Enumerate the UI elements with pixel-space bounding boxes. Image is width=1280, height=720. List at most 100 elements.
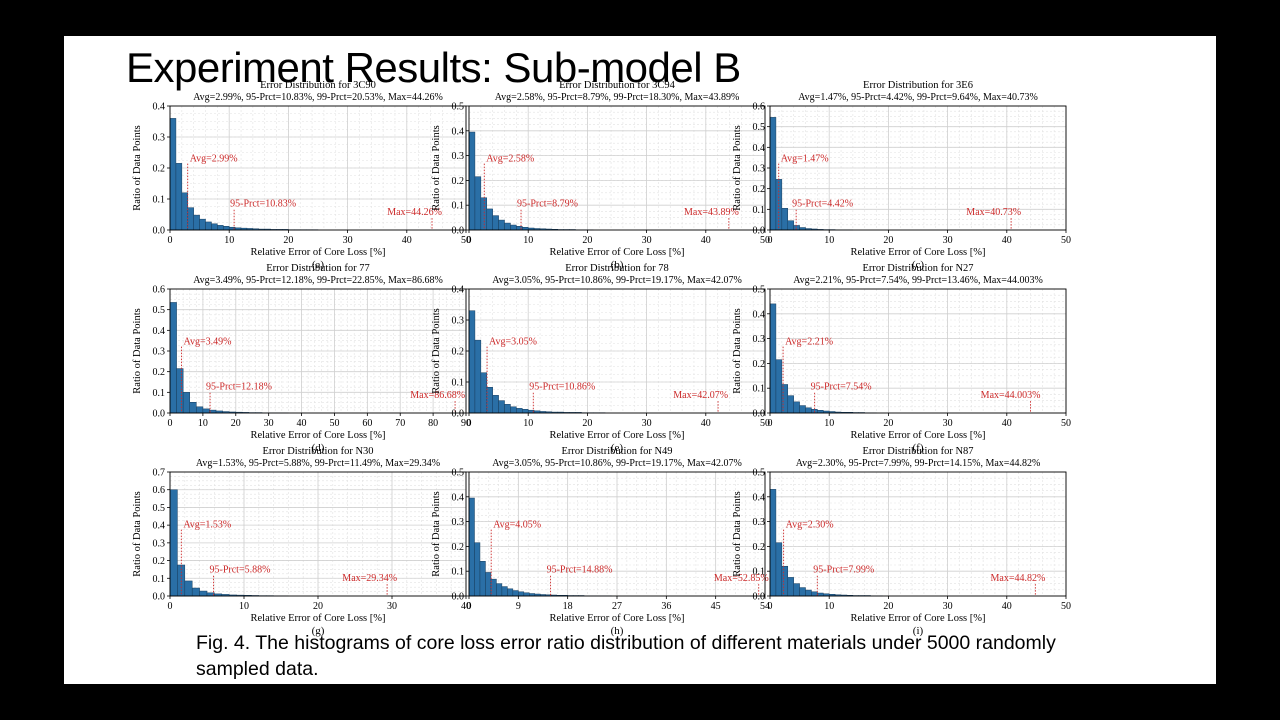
annotation-label: 95-Prct=7.54%: [811, 382, 872, 393]
y-tick-label: 0.2: [153, 556, 166, 567]
histogram-bar: [518, 591, 525, 597]
y-tick-label: 0.0: [153, 592, 166, 603]
x-tick-label: 0: [467, 601, 472, 612]
histogram-bar: [504, 222, 511, 231]
x-tick-label: 0: [168, 601, 173, 612]
x-tick-label: 30: [387, 601, 397, 612]
x-axis-label: Relative Error of Core Loss [%]: [550, 430, 685, 441]
annotation-label: Avg=3.05%: [489, 337, 537, 348]
histogram-bar: [175, 163, 183, 231]
histogram-bar: [775, 359, 783, 414]
y-tick-label: 0.5: [153, 305, 166, 316]
x-tick-label: 10: [523, 418, 533, 429]
histogram-bar: [182, 392, 190, 414]
x-axis-label: Relative Error of Core Loss [%]: [851, 430, 986, 441]
y-tick-label: 0.6: [153, 285, 166, 296]
histogram-bar: [193, 214, 200, 231]
histogram-bar: [485, 572, 492, 597]
annotation-label: 95-Prct=12.18%: [206, 382, 272, 393]
annotation-label: Avg=3.49%: [183, 337, 231, 348]
chart-title: Error Distribution for 78: [565, 263, 669, 274]
histogram-bar: [769, 489, 777, 597]
plot-frame: [769, 471, 1067, 597]
y-tick-label: 0.6: [153, 485, 166, 496]
x-tick-label: 40: [297, 418, 307, 429]
x-tick-label: 54: [760, 601, 770, 612]
x-tick-label: 10: [224, 235, 234, 246]
x-tick-label: 20: [883, 235, 893, 246]
histogram-bar: [199, 590, 208, 597]
slide: Experiment Results: Sub-model B Error Di…: [64, 36, 1216, 684]
x-tick-label: 20: [283, 235, 293, 246]
histogram-bar: [775, 179, 783, 231]
x-tick-label: 10: [239, 601, 249, 612]
chart-subtitle: Avg=3.49%, 95-Prct=12.18%, 99-Prct=22.85…: [193, 275, 443, 286]
histogram-bar: [468, 497, 475, 597]
bars: [769, 489, 883, 597]
histogram-bar: [799, 587, 806, 597]
x-tick-label: 70: [395, 418, 405, 429]
y-tick-label: 0.0: [753, 226, 766, 237]
histogram-bar: [496, 583, 503, 597]
histogram-bar: [176, 368, 184, 414]
x-tick-label: 60: [362, 418, 372, 429]
y-tick-label: 0.0: [452, 226, 465, 237]
annotation-label: Max=40.73%: [966, 207, 1021, 218]
annotation-label: 95-Prct=5.88%: [210, 565, 271, 576]
histogram-panel: Error Distribution for 3E6 Avg=1.47%, 95-…: [724, 50, 1074, 278]
annotation-label: Avg=1.53%: [183, 520, 231, 531]
chart-subtitle: Avg=3.05%, 95-Prct=10.86%, 99-Prct=19.17…: [492, 275, 742, 286]
chart-subtitle: Avg=2.21%, 95-Prct=7.54%, 99-Prct=13.46%…: [793, 275, 1043, 286]
x-tick-label: 30: [943, 601, 953, 612]
annotation-label: 95-Prct=14.88%: [547, 565, 613, 576]
x-tick-label: 0: [768, 601, 773, 612]
x-tick-label: 50: [329, 418, 339, 429]
x-axis-label: Relative Error of Core Loss [%]: [851, 613, 986, 624]
histogram-bar: [793, 225, 800, 231]
x-tick-label: 0: [168, 235, 173, 246]
y-tick-label: 0.2: [753, 184, 766, 195]
y-tick-label: 0.1: [452, 201, 465, 212]
y-tick-label: 0.1: [452, 567, 465, 578]
histogram-bar: [522, 409, 529, 414]
histogram-bar: [474, 339, 482, 414]
y-tick-label: 0.4: [452, 492, 465, 503]
histogram-bar: [507, 588, 514, 597]
histogram-bar: [480, 197, 488, 231]
figure-caption: Fig. 4. The histograms of core loss erro…: [196, 632, 1056, 680]
y-tick-label: 0.0: [753, 592, 766, 603]
y-tick-label: 0.3: [153, 133, 166, 144]
chart-title: Error Distribution for 77: [266, 263, 370, 274]
histogram-bar: [486, 208, 493, 231]
x-tick-label: 50: [1061, 601, 1071, 612]
histogram-bar: [516, 408, 523, 414]
y-tick-label: 0.5: [753, 468, 766, 479]
x-tick-label: 20: [883, 601, 893, 612]
panel-label: (e): [611, 442, 624, 454]
y-tick-label: 0.3: [753, 517, 766, 528]
annotation-label: Avg=4.05%: [493, 520, 541, 531]
x-tick-label: 10: [824, 235, 834, 246]
annotation-label: Avg=1.47%: [781, 154, 829, 165]
histogram-bar: [486, 387, 493, 414]
x-tick-label: 10: [824, 601, 834, 612]
histogram-bar: [512, 590, 519, 597]
chart-subtitle: Avg=2.58%, 95-Prct=8.79%, 99-Prct=18.30%…: [495, 92, 740, 103]
histogram-bar: [480, 372, 488, 414]
x-tick-label: 90: [461, 418, 471, 429]
y-tick-label: 0.0: [753, 409, 766, 420]
histogram-bar: [181, 192, 189, 231]
y-tick-label: 0.1: [153, 195, 166, 206]
histogram-panel: Error Distribution for 3C90 Avg=2.99%, 95…: [124, 50, 474, 278]
histogram-bar: [223, 226, 230, 231]
y-tick-label: 0.4: [452, 285, 465, 296]
y-tick-label: 0.4: [452, 126, 465, 137]
x-tick-label: 30: [264, 418, 274, 429]
x-tick-label: 0: [467, 418, 472, 429]
y-axis-label: Ratio of Data Points: [431, 491, 442, 576]
chart-title: Error Distribution for N30: [262, 446, 373, 457]
